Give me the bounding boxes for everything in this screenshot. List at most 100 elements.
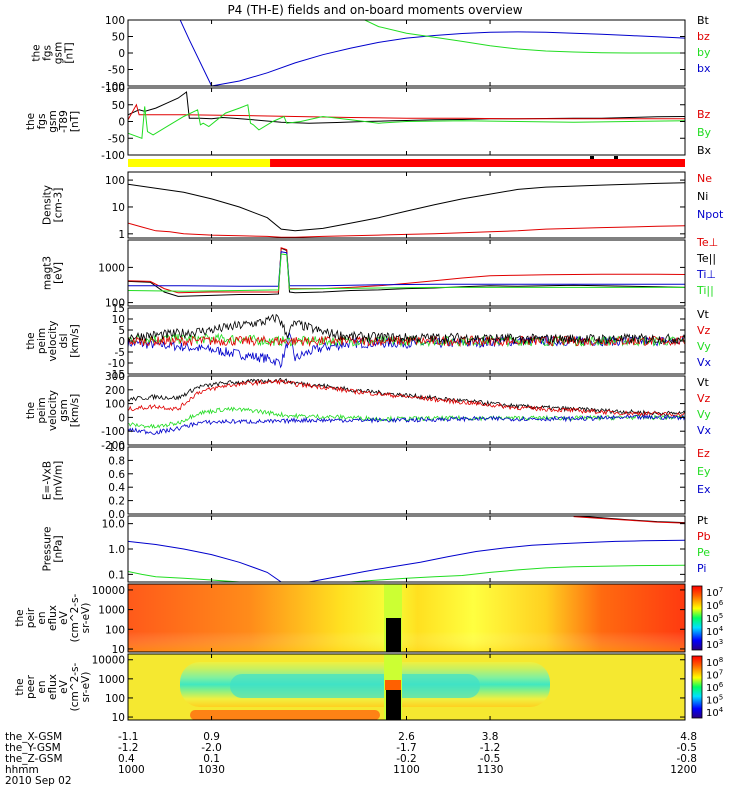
x-axis-value: 2.6 — [398, 731, 415, 743]
y-tick-label: 5 — [118, 325, 125, 337]
legend-entry: Pt — [697, 514, 709, 527]
y-axis-label: velocity — [47, 390, 59, 431]
y-axis-label: gsm — [53, 42, 65, 64]
efield-frame — [127, 446, 686, 515]
x-axis-value: 4.8 — [680, 731, 697, 743]
y-tick-label: 50 — [112, 100, 125, 112]
y-tick-label: 100 — [105, 298, 125, 310]
y-tick-label: 10000 — [92, 585, 125, 597]
temperature-lines — [128, 247, 685, 297]
mode-bar-tick — [614, 156, 618, 159]
x-axis-value: 0.4 — [118, 753, 135, 765]
x-axis-value: -0.8 — [677, 753, 698, 765]
y-axis-label: Pressure — [42, 527, 54, 572]
y-axis-label: the — [14, 609, 26, 626]
legend-entry: Bt — [697, 14, 710, 27]
y-axis-label: eV — [58, 610, 70, 624]
y-tick-label: 0.2 — [108, 496, 125, 508]
legend-entry: Ti|| — [696, 284, 714, 297]
legend-entry: By — [697, 126, 712, 139]
y-tick-label: 10.0 — [102, 519, 125, 531]
colorbar-tick-label: 104 — [706, 625, 724, 638]
mode-bar-tick — [590, 156, 594, 159]
electron-gap-hot — [385, 680, 401, 690]
y-tick-label: 15 — [112, 303, 125, 315]
legend-entry: Vz — [697, 324, 711, 337]
y-tick-label: 100 — [105, 175, 125, 187]
colorbar-tick-label: 108 — [706, 656, 723, 669]
electron_spec-colorbar — [691, 655, 703, 719]
mode-bar-segment-1 — [270, 159, 685, 167]
ion-data-gap — [386, 618, 401, 652]
x-axis-row-label: the_Y-GSM — [5, 742, 61, 754]
legend-entry: Vt — [697, 376, 710, 389]
y-tick-label: 200 — [105, 385, 125, 397]
x-axis-value: -0.5 — [480, 753, 501, 765]
x-axis-value: -1.1 — [118, 731, 139, 743]
series-te-line — [128, 247, 685, 297]
y-tick-label: 300 — [105, 371, 125, 383]
y-tick-label: 0.4 — [108, 482, 125, 494]
legend-entry: Ti⊥ — [696, 268, 716, 281]
y-axis-label: en — [36, 611, 48, 624]
x-axis-value: -1.2 — [118, 742, 139, 754]
x-axis-value: 1130 — [477, 764, 504, 776]
y-axis-label: (cm^2-s- — [69, 662, 81, 711]
y-tick-label: -100 — [101, 81, 125, 93]
x-axis-value: 0.9 — [203, 731, 220, 743]
series-vx-line — [128, 414, 685, 435]
series-vz-line — [128, 379, 685, 418]
y-tick-label: 0 — [118, 48, 125, 60]
legend-entry: Vt — [697, 308, 710, 321]
y-axis-label: gsm — [47, 110, 59, 132]
x-axis-row-label: the_Z-GSM — [5, 753, 63, 765]
x-axis-value: 1200 — [670, 764, 697, 776]
y-tick-label: 10 — [112, 644, 125, 656]
x-axis-value: -2.0 — [201, 742, 222, 754]
fgs_dsl-lines — [128, 91, 685, 139]
x-axis-value: 3.8 — [482, 731, 499, 743]
y-tick-label: -100 — [101, 150, 125, 162]
y-axis-label: the — [25, 402, 37, 419]
x-axis-value: -1.7 — [396, 742, 417, 754]
x-axis-value: -0.5 — [677, 742, 698, 754]
y-axis-label: [nPa] — [53, 535, 65, 562]
y-axis-label: [cm-3] — [53, 188, 65, 223]
electron-spectrogram-peak — [230, 674, 480, 698]
legend-entry: Ni — [697, 190, 708, 203]
series-vt-line — [128, 313, 685, 345]
legend-entry: bx — [697, 62, 711, 75]
y-tick-label: 1.0 — [108, 544, 125, 556]
series-vx-line — [128, 331, 685, 369]
y-tick-label: 1000 — [98, 674, 125, 686]
series-by-line — [363, 20, 685, 54]
y-axis-label: eflux — [47, 674, 59, 700]
y-axis-label: peim — [36, 397, 48, 423]
colorbar-tick-label: 105 — [706, 694, 723, 707]
y-tick-label: -200 — [101, 440, 125, 452]
legend-entry: Vy — [697, 408, 711, 421]
legend-entry: Te|| — [696, 252, 716, 265]
legend-entry: Vy — [697, 340, 711, 353]
colorbar-tick-label: 103 — [706, 638, 723, 651]
y-axis-label: peir — [25, 607, 37, 628]
y-axis-label: velocity — [47, 320, 59, 361]
y-tick-label: 100 — [105, 15, 125, 27]
x-axis-row-label: the_X-GSM — [5, 731, 62, 743]
y-axis-label: eV — [58, 679, 70, 693]
plot-title: P4 (TH-E) fields and on-board moments ov… — [227, 3, 522, 17]
legend-entry: Ez — [697, 447, 710, 460]
series-pi-line — [128, 539, 685, 582]
y-tick-label: -50 — [108, 133, 125, 145]
electron-data-gap — [386, 690, 401, 720]
y-tick-label: 10 — [112, 712, 125, 724]
series-ti-line — [128, 253, 685, 292]
density-lines — [128, 182, 685, 238]
y-axis-label: eflux — [47, 605, 59, 631]
y-tick-label: 0.0 — [108, 509, 125, 521]
legend-entry: Bx — [697, 144, 712, 157]
y-tick-label: -10 — [108, 358, 125, 370]
ion_spec-colorbar — [691, 585, 703, 651]
y-axis-label: [nT] — [69, 111, 81, 132]
y-axis-label: sr-eV) — [80, 672, 92, 703]
